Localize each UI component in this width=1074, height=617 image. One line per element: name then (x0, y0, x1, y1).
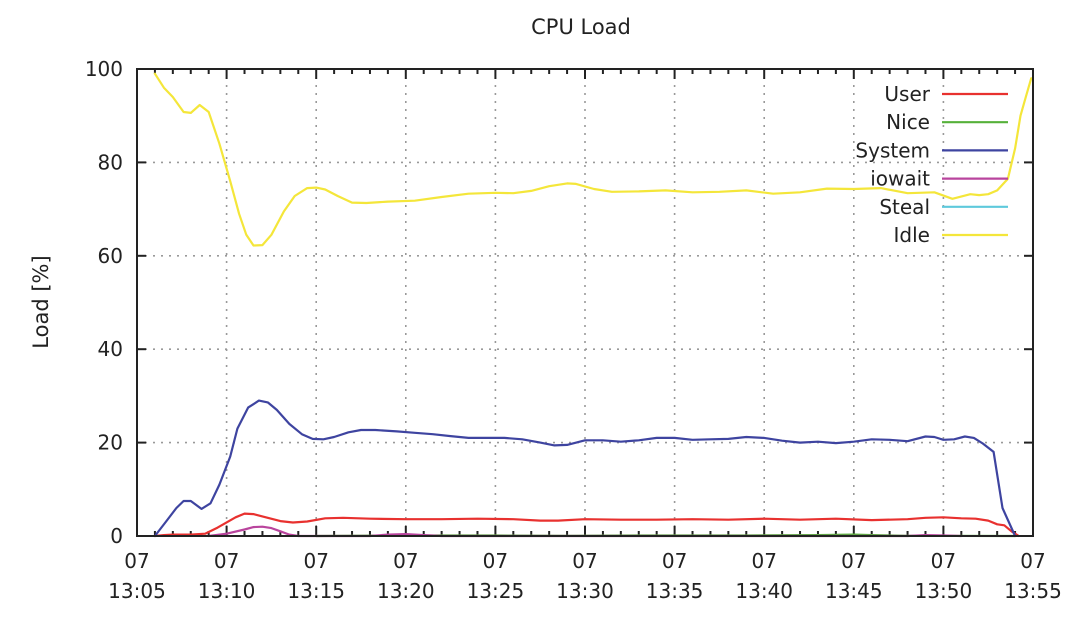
x-tick-label-date: 07 (303, 549, 328, 573)
y-tick-label: 100 (85, 57, 123, 81)
series-idle-line (153, 72, 1033, 247)
x-tick-label-date: 07 (751, 549, 776, 573)
plot-frame (136, 68, 1034, 537)
x-tick-label-time: 13:30 (556, 579, 614, 603)
y-axis-label: Load [%] (29, 255, 53, 348)
x-tick-label-date: 07 (214, 549, 239, 573)
x-tick-labels: 07 13:05 07 13:10 07 13:15 07 13:20 07 13:25 07 13:… (108, 549, 1062, 603)
x-tick-label-date: 07 (1020, 549, 1045, 573)
legend-label-user: User (884, 82, 930, 106)
legend-label-iowait: iowait (870, 167, 930, 191)
x-tick-label-time: 13:05 (108, 579, 166, 603)
x-tick-label-time: 13:55 (1004, 579, 1062, 603)
x-tick-label-time: 13:10 (198, 579, 256, 603)
x-tick-label-date: 07 (483, 549, 508, 573)
x-tick-label-time: 13:35 (646, 579, 704, 603)
x-tick-label-date: 07 (572, 549, 597, 573)
x-tick-label-time: 13:45 (825, 579, 883, 603)
x-tick-label-date: 07 (841, 549, 866, 573)
y-tick-labels: 0 20 40 60 80 100 (85, 57, 123, 548)
x-tick-label-time: 13:25 (467, 579, 525, 603)
grid-lines (137, 69, 1033, 536)
y-tick-label: 40 (98, 337, 123, 361)
legend: User Nice System iowait Steal Idle (855, 82, 1008, 247)
x-tick-label-time: 13:15 (287, 579, 345, 603)
legend-label-nice: Nice (886, 110, 930, 134)
y-tick-label: 80 (98, 150, 123, 174)
x-tick-label-time: 13:50 (915, 579, 973, 603)
series-system-line (153, 399, 1017, 538)
chart-title: CPU Load (531, 15, 631, 39)
legend-label-system: System (855, 138, 930, 162)
x-tick-label-time: 13:20 (377, 579, 435, 603)
y-tick-label: 0 (110, 524, 123, 548)
x-tick-label-date: 07 (931, 549, 956, 573)
series-user-line (153, 512, 1020, 538)
legend-label-idle: Idle (894, 223, 930, 247)
x-tick-label-date: 07 (393, 549, 418, 573)
x-tick-label-date: 07 (124, 549, 149, 573)
legend-label-steal: Steal (879, 195, 930, 219)
x-tick-label-date: 07 (662, 549, 687, 573)
y-tick-label: 20 (98, 431, 123, 455)
x-tick-label-time: 13:40 (735, 579, 793, 603)
y-tick-label: 60 (98, 244, 123, 268)
